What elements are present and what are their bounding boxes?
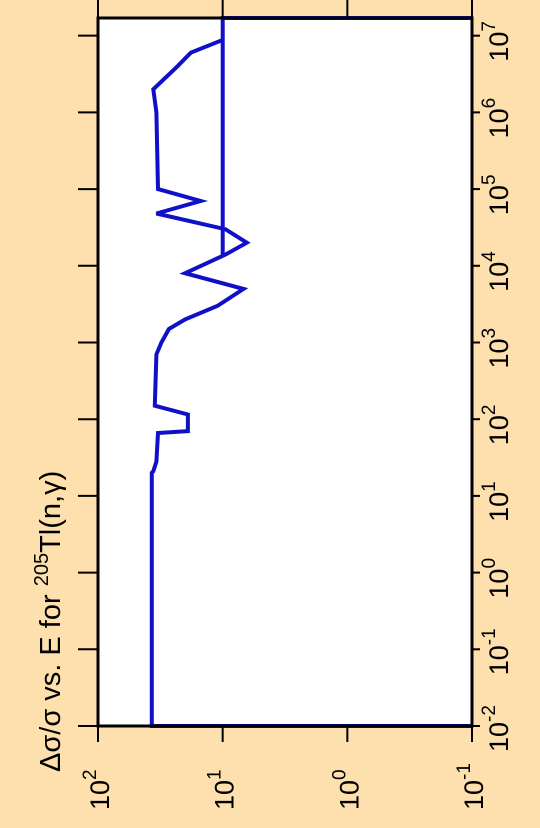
y-tick-label-base: 10 — [210, 780, 240, 810]
x-tick-label-base: 10 — [484, 185, 514, 215]
x-tick-label-base: 10 — [484, 569, 514, 599]
y-tick-label-exponent: 1 — [205, 769, 226, 780]
series-line — [149, 16, 472, 728]
y-tick-label-base: 10 — [334, 780, 364, 810]
x-tick-label-exponent: -1 — [479, 628, 500, 645]
chart-title: Δσ/σ vs. E for 205Tl(n,γ) — [31, 471, 67, 772]
x-tick-label-exponent: 5 — [479, 174, 500, 185]
y-tick-label: 101 — [205, 769, 240, 810]
y-tick-label-base: 10 — [459, 780, 489, 810]
x-tick-label-exponent: -2 — [479, 705, 500, 722]
y-tick-label: 100 — [329, 769, 364, 810]
x-tick-label: 10-2 — [479, 705, 514, 752]
title-superscript: 205 — [31, 553, 53, 586]
title-text-part-2: Tl(n,γ) — [35, 471, 67, 553]
title-text-part-1: Δσ/σ vs. E for — [35, 586, 67, 772]
x-tick-label-base: 10 — [484, 492, 514, 522]
x-tick-label: 102 — [479, 405, 514, 446]
x-tick-label-base: 10 — [484, 415, 514, 445]
x-tick-label-base: 10 — [484, 722, 514, 752]
x-tick-label: 10-1 — [479, 628, 514, 675]
x-tick-label-exponent: 0 — [479, 558, 500, 569]
plot-area — [98, 18, 472, 726]
x-tick-label-exponent: 3 — [479, 328, 500, 339]
plot-frame — [96, 16, 474, 728]
y-tick-label-exponent: 0 — [329, 769, 350, 780]
x-tick-label-exponent: 2 — [479, 405, 500, 416]
x-tick-label-exponent: 4 — [479, 251, 500, 262]
x-tick-label-base: 10 — [484, 645, 514, 675]
x-tick-label-base: 10 — [484, 262, 514, 292]
y-tick-label-exponent: -1 — [454, 763, 475, 780]
x-tick-label: 106 — [479, 98, 514, 139]
y-tick-label: 102 — [80, 769, 115, 810]
x-tick-label: 101 — [479, 481, 514, 522]
y-tick-label-base: 10 — [85, 780, 115, 810]
x-tick-label: 100 — [479, 558, 514, 599]
x-tick-label-exponent: 1 — [479, 481, 500, 492]
y-tick-label: 10-1 — [454, 763, 489, 810]
x-tick-label-base: 10 — [484, 108, 514, 138]
x-tick-label-exponent: 6 — [479, 98, 500, 109]
x-tick-label: 105 — [479, 174, 514, 215]
x-tick-label-exponent: 7 — [479, 21, 500, 32]
y-tick-label-exponent: 2 — [80, 769, 101, 780]
x-tick-label: 107 — [479, 21, 514, 62]
x-tick-label-base: 10 — [484, 338, 514, 368]
x-tick-label: 103 — [479, 328, 514, 369]
x-tick-label: 104 — [479, 251, 514, 292]
x-tick-label-base: 10 — [484, 32, 514, 62]
